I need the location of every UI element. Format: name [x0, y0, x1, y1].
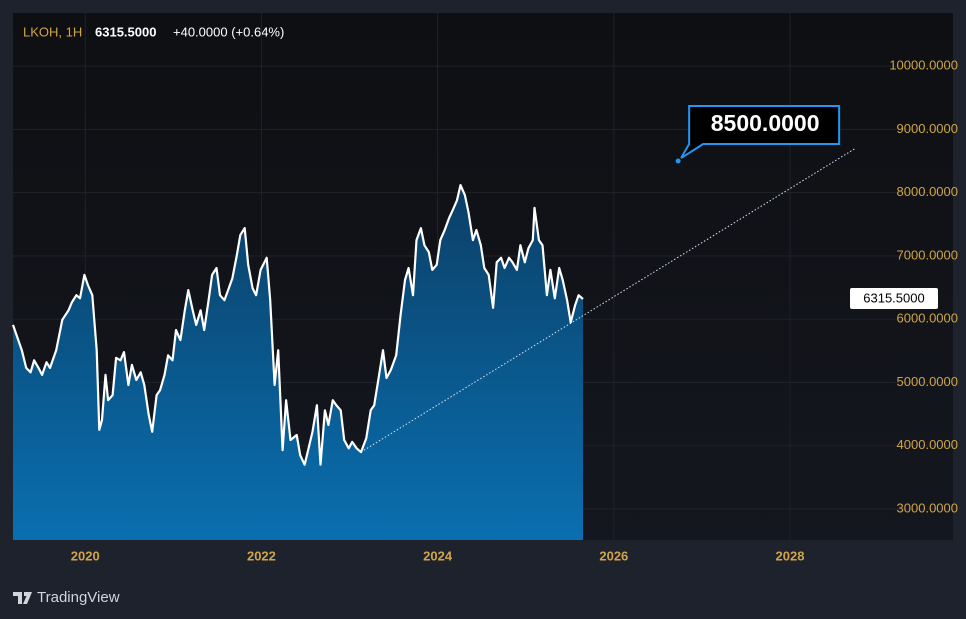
y-tick-label: 9000.0000	[897, 121, 958, 136]
y-tick-label: 3000.0000	[897, 500, 958, 515]
price-line	[11, 184, 584, 466]
y-tick-label: 8000.0000	[897, 184, 958, 199]
annotation-label: 8500.0000	[711, 110, 820, 136]
x-tick-label: 2026	[599, 548, 628, 563]
brand-logo: TradingView	[13, 589, 120, 606]
y-tick-label: 10000.0000	[889, 58, 958, 73]
y-tick-label: 6000.0000	[897, 311, 958, 326]
change: +40.0000 (+0.64%)	[173, 24, 284, 39]
y-tick-label: 4000.0000	[897, 437, 958, 452]
price-label: 6315.5000	[863, 290, 924, 305]
y-tick-label: 5000.0000	[897, 374, 958, 389]
x-tick-label: 2020	[71, 548, 100, 563]
annotation-box	[680, 105, 841, 159]
x-tick-label: 2022	[247, 548, 276, 563]
x-tick-label: 2028	[776, 548, 805, 563]
price-label-box	[850, 287, 938, 309]
brand: TradingView	[37, 589, 120, 606]
area	[13, 185, 583, 540]
last-price: 6315.5000	[95, 24, 156, 39]
y-tick-label: 7000.0000	[897, 247, 958, 262]
x-tick-label: 2024	[423, 548, 453, 563]
annotation-point	[675, 158, 681, 164]
symbol: LKOH, 1H	[23, 24, 82, 39]
